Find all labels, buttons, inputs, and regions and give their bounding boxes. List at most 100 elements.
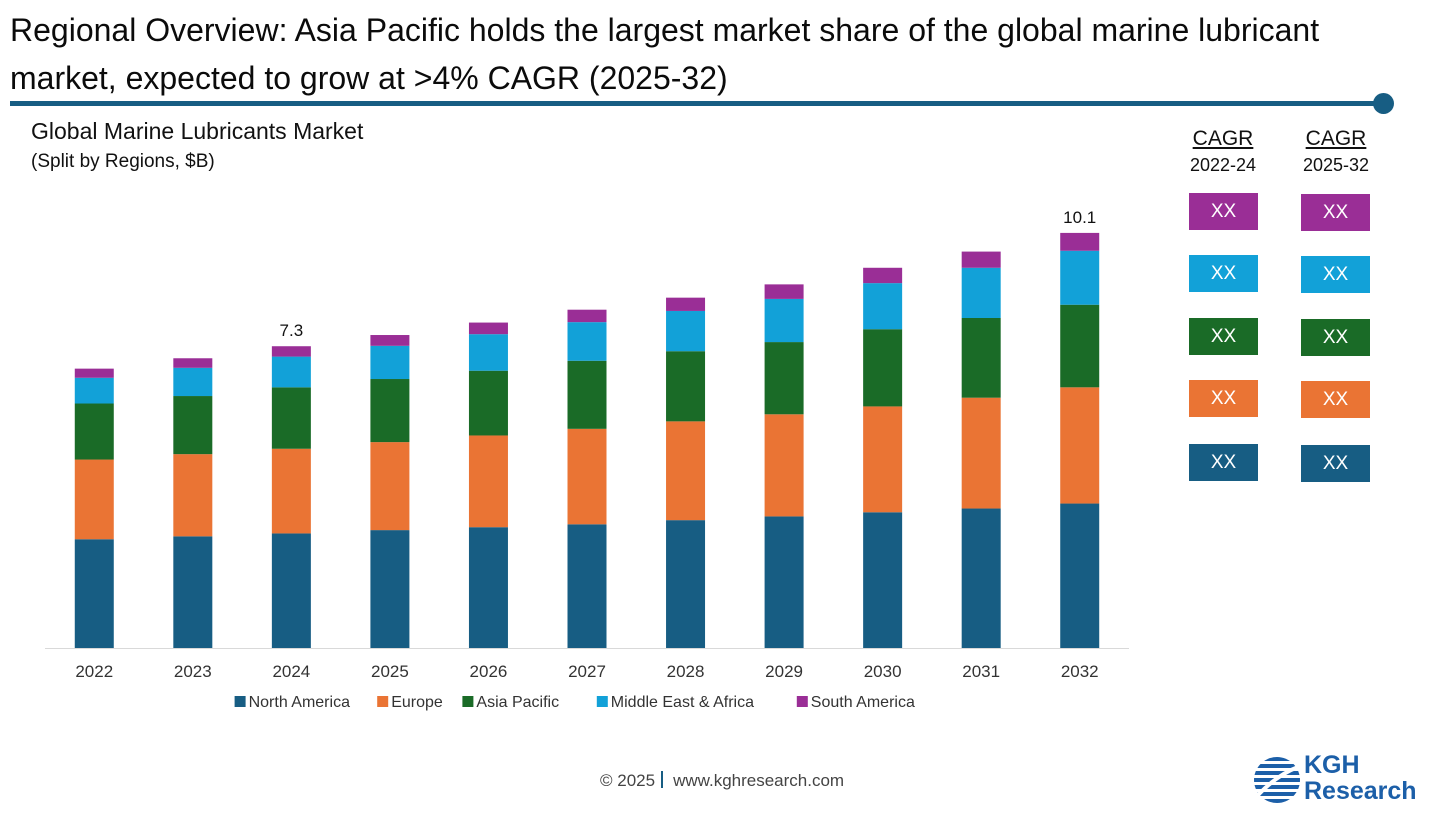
- bar-segment-2028: [666, 520, 706, 648]
- bar-segment-2024: [271, 356, 311, 388]
- footer-website-link[interactable]: www.kghresearch.com: [673, 771, 845, 790]
- logo-line-1: KGH: [1304, 751, 1360, 779]
- bar-segment-2031: [961, 397, 1001, 509]
- legend-swatch: [796, 696, 808, 707]
- x-tick-label: 2022: [75, 662, 113, 681]
- bar-segment-2027: [567, 360, 607, 429]
- data-label-total: 10.1: [1063, 208, 1096, 227]
- legend-swatch: [462, 696, 474, 707]
- legend-label: Middle East & Africa: [611, 694, 754, 711]
- cagr-value-box: XX: [1301, 445, 1370, 482]
- bar-segment-2031: [961, 251, 1001, 268]
- bar-segment-2029: [764, 516, 804, 648]
- bar-segment-2032: [1060, 250, 1100, 305]
- cagr-value-box: XX: [1301, 381, 1370, 418]
- kgh-research-logo: KGH Research: [1252, 752, 1424, 808]
- bar-segment-2023: [173, 367, 213, 397]
- bar-segment-2030: [863, 329, 903, 407]
- legend-label: Europe: [391, 694, 443, 711]
- cagr-value-box: XX: [1189, 318, 1258, 355]
- stacked-bar-chart: 2022 2023 2024 2025 2026 2027 2028 2029 2030 2031…: [45, 208, 1129, 711]
- bar-segment-2022: [74, 368, 114, 378]
- footer-copyright: © 2025: [600, 771, 656, 790]
- bar-segment-2025: [370, 345, 410, 380]
- cagr-heading: CAGR: [1192, 127, 1254, 150]
- bar-segment-2031: [961, 267, 1001, 318]
- bar-segment-2028: [666, 421, 706, 521]
- bar-segment-2022: [74, 459, 114, 540]
- bar-segment-2030: [863, 406, 903, 513]
- cagr-column-2022-24: CAGR 2022-24: [1173, 126, 1273, 178]
- bar-segment-2031: [961, 318, 1001, 398]
- cagr-value-box: XX: [1189, 193, 1258, 230]
- bar-segment-2026: [468, 334, 508, 371]
- footer: © 2025 www.kghresearch.com: [600, 771, 844, 791]
- bar-segment-2026: [468, 527, 508, 648]
- bar-segment-2026: [468, 435, 508, 528]
- bar-segment-2028: [666, 310, 706, 352]
- legend-swatch: [596, 696, 608, 707]
- bar-segment-2026: [468, 370, 508, 436]
- chart-title: Global Marine Lubricants Market: [31, 118, 364, 144]
- x-tick-label: 2032: [1061, 662, 1099, 681]
- bar-segment-2032: [1060, 387, 1100, 504]
- bar-segment-2029: [764, 414, 804, 517]
- header-rule: [10, 101, 1382, 106]
- page-headline: Regional Overview: Asia Pacific holds th…: [10, 12, 1320, 96]
- x-tick-label: 2023: [174, 662, 212, 681]
- bar-segment-2031: [961, 508, 1001, 648]
- bar-segment-2032: [1060, 232, 1100, 251]
- globe-icon: [1254, 757, 1300, 803]
- bar-segment-2025: [370, 530, 410, 648]
- bar-segment-2024: [271, 533, 311, 648]
- legend-label: South America: [811, 694, 915, 711]
- legend-label: North America: [249, 694, 350, 711]
- cagr-value-box: XX: [1301, 256, 1370, 293]
- data-label-total: 7.3: [280, 321, 304, 340]
- x-tick-label: 2030: [864, 662, 902, 681]
- cagr-period: 2022-24: [1189, 155, 1257, 175]
- bar-segment-2032: [1060, 503, 1100, 648]
- cagr-heading: CAGR: [1305, 127, 1367, 150]
- bar-segment-2025: [370, 379, 410, 443]
- bar-segment-2032: [1060, 304, 1100, 388]
- x-tick-label: 2027: [568, 662, 606, 681]
- x-tick-label: 2026: [470, 662, 508, 681]
- bar-segment-2030: [863, 267, 903, 284]
- bar-segment-2027: [567, 524, 607, 648]
- chart-subtitle: (Split by Regions, $B): [31, 151, 215, 172]
- x-tick-label: 2031: [962, 662, 1000, 681]
- bar-segment-2029: [764, 298, 804, 343]
- cagr-value-box: XX: [1301, 319, 1370, 356]
- bar-segment-2028: [666, 297, 706, 311]
- bar-segment-2023: [173, 454, 213, 537]
- bar-segment-2026: [468, 322, 508, 335]
- bar-segment-2023: [173, 396, 213, 455]
- bar-segment-2024: [271, 346, 311, 357]
- legend-swatch: [234, 696, 246, 707]
- cagr-value-box: XX: [1301, 194, 1370, 231]
- bar-segment-2025: [370, 335, 410, 346]
- bar-segment-2025: [370, 442, 410, 531]
- logo-line-2: Research: [1304, 777, 1417, 805]
- bar-segment-2023: [173, 536, 213, 648]
- cagr-value-box: XX: [1189, 255, 1258, 292]
- x-tick-label: 2029: [765, 662, 803, 681]
- bar-segment-2024: [271, 448, 311, 534]
- header-rule-dot: [1373, 93, 1394, 114]
- bar-segment-2022: [74, 403, 114, 460]
- x-tick-label: 2025: [371, 662, 409, 681]
- bar-segment-2027: [567, 309, 607, 323]
- cagr-column-2025-32: CAGR 2025-32: [1286, 126, 1386, 178]
- cagr-value-box: XX: [1189, 444, 1258, 481]
- bar-segment-2028: [666, 351, 706, 422]
- bar-segment-2027: [567, 428, 607, 525]
- cagr-value-box: XX: [1189, 380, 1258, 417]
- legend-label: Asia Pacific: [476, 694, 559, 711]
- bar-segment-2022: [74, 377, 114, 404]
- bar-segment-2024: [271, 387, 311, 449]
- bar-segment-2030: [863, 512, 903, 648]
- footer-separator: [661, 771, 664, 788]
- x-tick-label: 2028: [667, 662, 705, 681]
- bar-segment-2027: [567, 322, 607, 361]
